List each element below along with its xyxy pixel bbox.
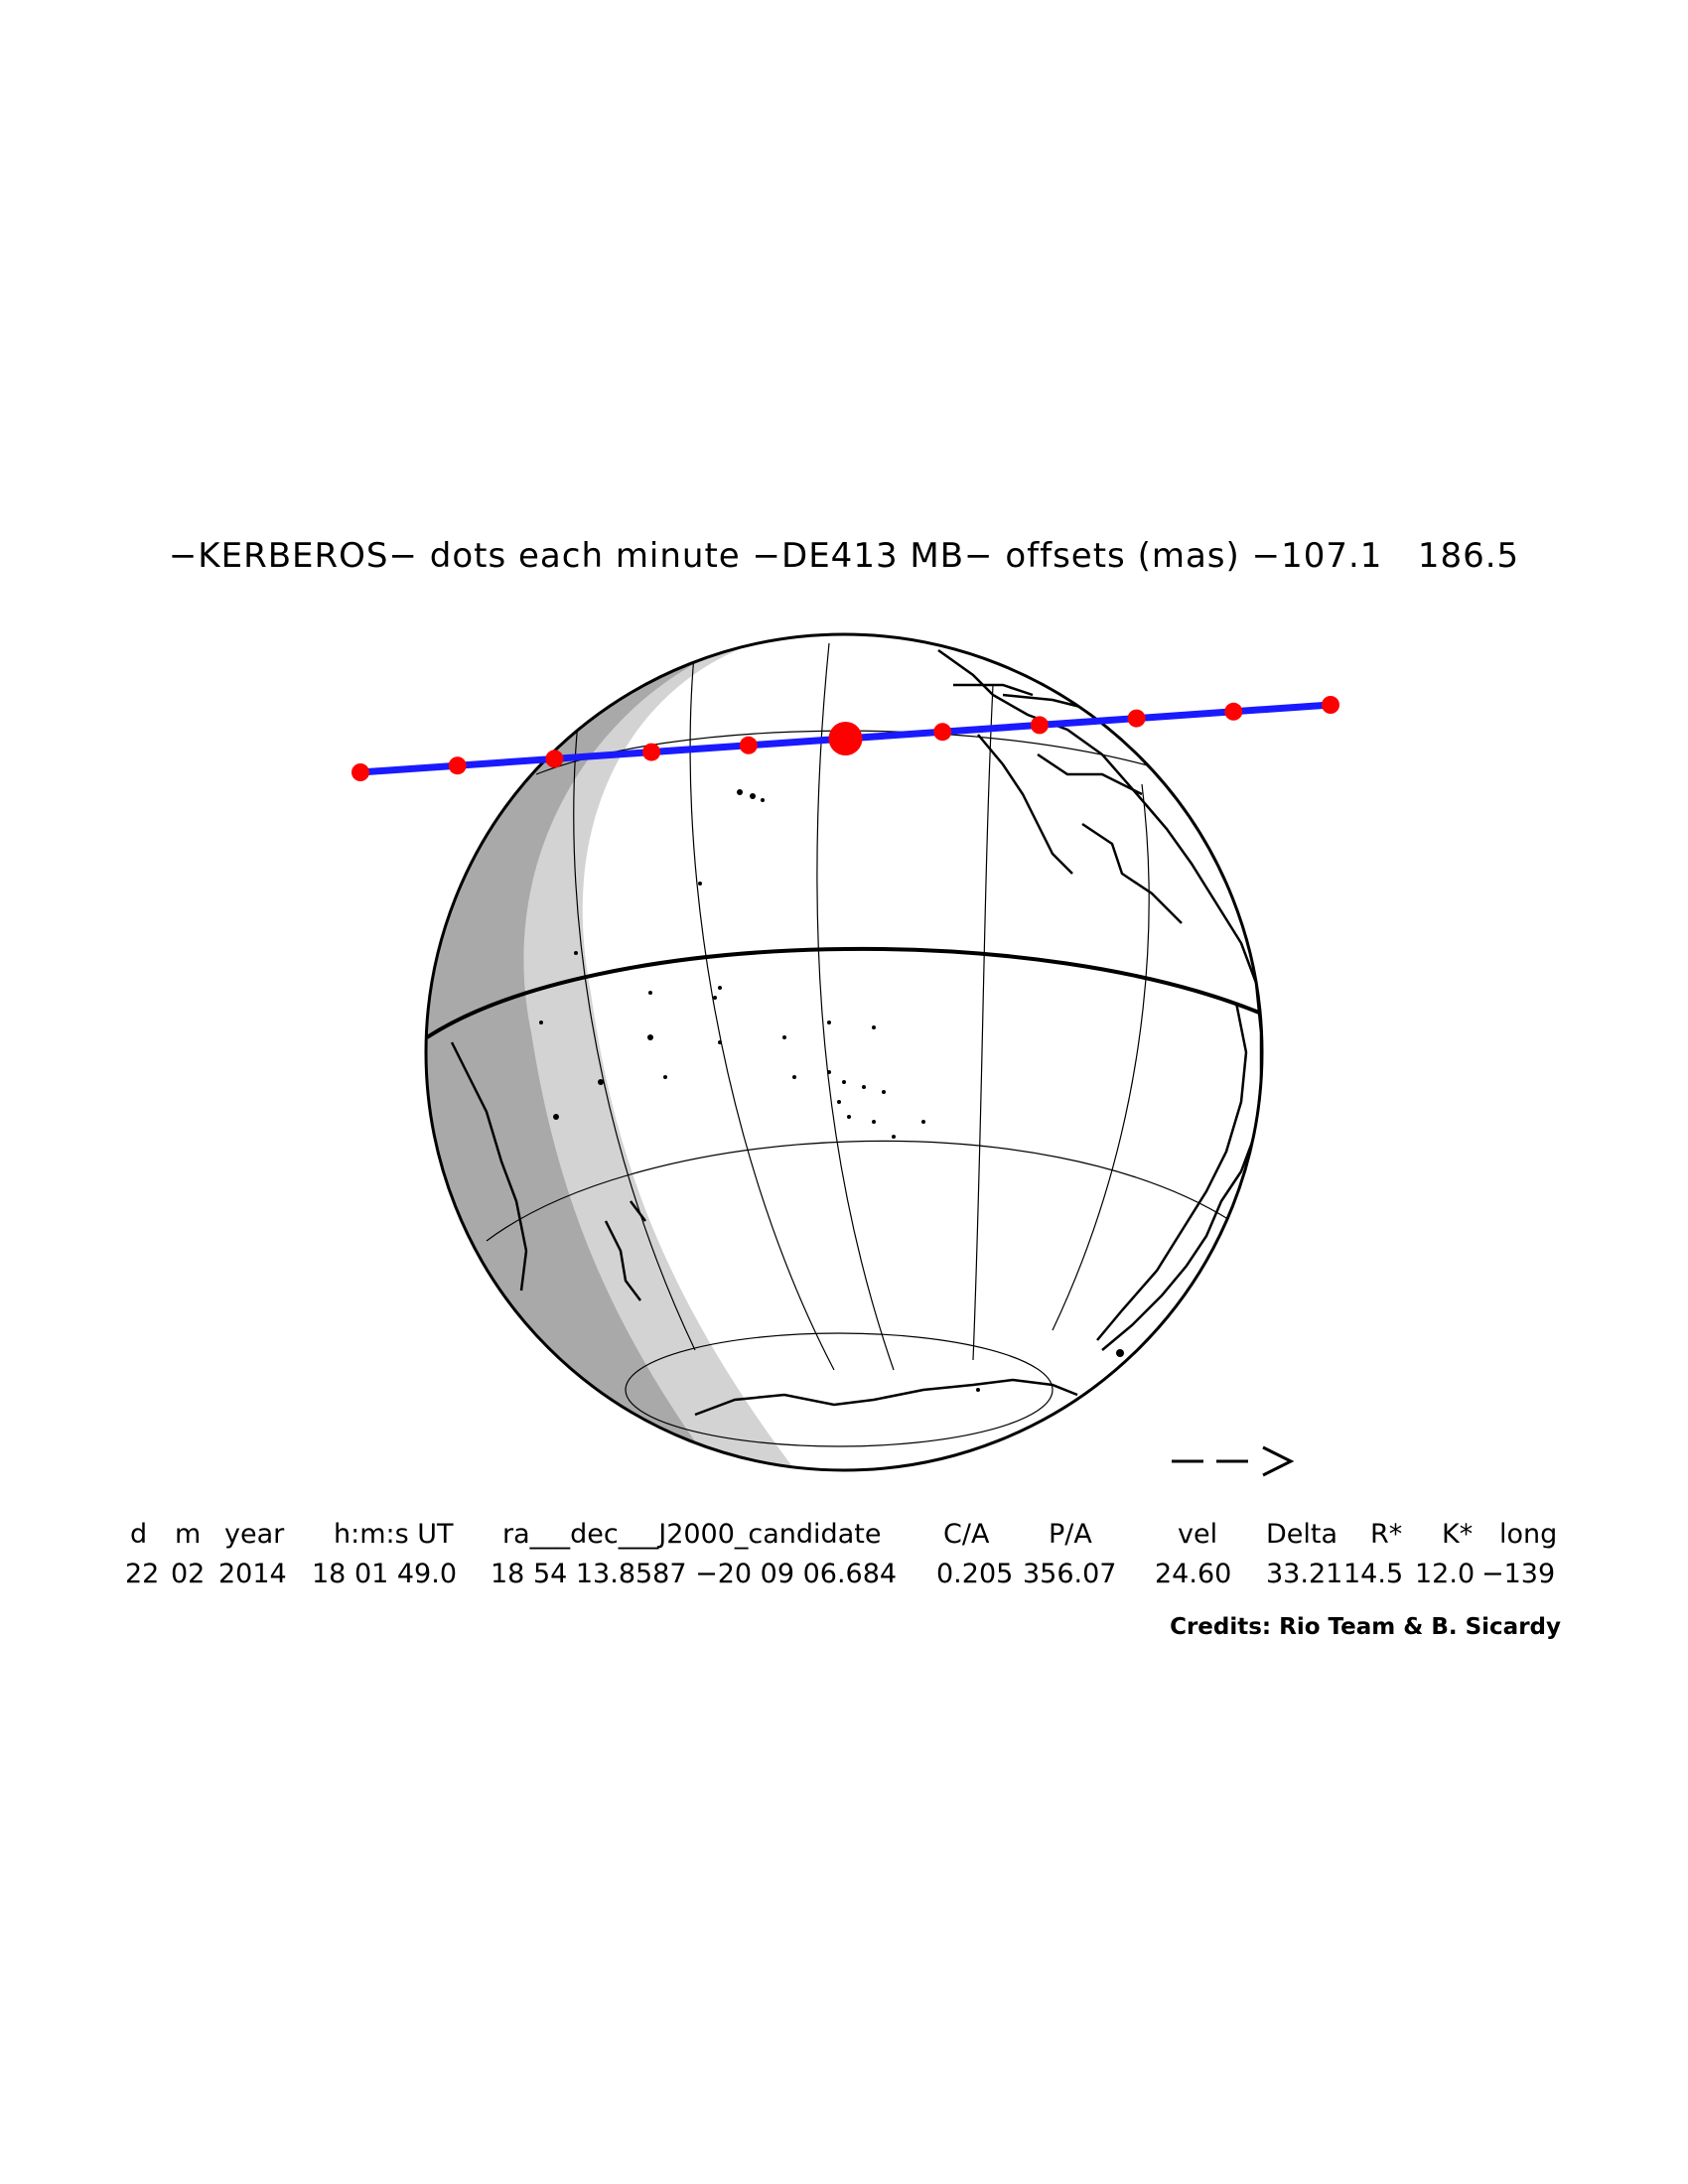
table-header-pa: P/A <box>1049 1519 1092 1550</box>
table-header-kstar: K* <box>1442 1519 1474 1550</box>
credits-text: Credits: Rio Team & B. Sicardy <box>1170 1614 1561 1640</box>
night-band <box>426 635 715 1469</box>
minute-dot <box>1030 716 1049 735</box>
minute-dot <box>642 743 661 761</box>
table-value-year: 2014 <box>218 1559 287 1589</box>
table-header-ca: C/A <box>943 1519 990 1550</box>
table-value-time: 18 01 49.0 <box>312 1559 457 1589</box>
globe-outline <box>424 632 1264 1472</box>
minute-dot <box>448 756 467 775</box>
track-dots <box>352 696 1339 781</box>
antarctica-coast <box>694 1378 1078 1417</box>
table-header-year: year <box>224 1519 285 1550</box>
table-header-m: m <box>175 1519 202 1550</box>
table-value-ca: 0.205 <box>936 1559 1014 1589</box>
map-title: −KERBEROS− dots each minute −DE413 MB− o… <box>168 536 1520 576</box>
table-value-delta: 33.21 <box>1266 1559 1343 1589</box>
equator-line <box>426 946 1262 1039</box>
minute-dot <box>1127 709 1146 728</box>
direction-arrow <box>1172 1445 1295 1477</box>
minute-dot <box>739 736 758 754</box>
table-value-d: 22 <box>125 1559 160 1589</box>
north-america-coast <box>937 648 1258 984</box>
table-value-kstar: 12.0 <box>1415 1559 1476 1589</box>
table-header-delta: Delta <box>1266 1519 1338 1550</box>
table-value-pa: 356.07 <box>1023 1559 1117 1589</box>
table-value-vel: 24.60 <box>1155 1559 1232 1589</box>
minute-dot <box>352 763 369 781</box>
table-header-time: h:m:s UT <box>334 1519 454 1550</box>
minute-dot <box>1322 696 1339 714</box>
table-value-long: −139 <box>1481 1559 1556 1589</box>
minute-dot <box>1224 702 1243 721</box>
table-header-rstar: R* <box>1370 1519 1403 1550</box>
central-minute-dot <box>828 722 863 755</box>
table-header-vel: vel <box>1178 1519 1218 1550</box>
new-zealand-coast <box>604 1220 641 1301</box>
table-value-coords: 18 54 13.8587 −20 09 06.684 <box>491 1559 898 1589</box>
australia-coast <box>450 1041 528 1292</box>
pacific-islands <box>539 789 1124 1392</box>
night-shading <box>426 635 794 1469</box>
table-value-rstar: 14.5 <box>1343 1559 1404 1589</box>
table-header-coords: ra___dec___J2000_candidate <box>502 1519 882 1550</box>
twilight-band <box>426 635 794 1469</box>
table-header-long: long <box>1499 1519 1558 1550</box>
minute-dot <box>545 750 564 768</box>
table-value-m: 02 <box>171 1559 206 1589</box>
minute-dot <box>933 723 952 742</box>
table-header-d: d <box>130 1519 148 1550</box>
